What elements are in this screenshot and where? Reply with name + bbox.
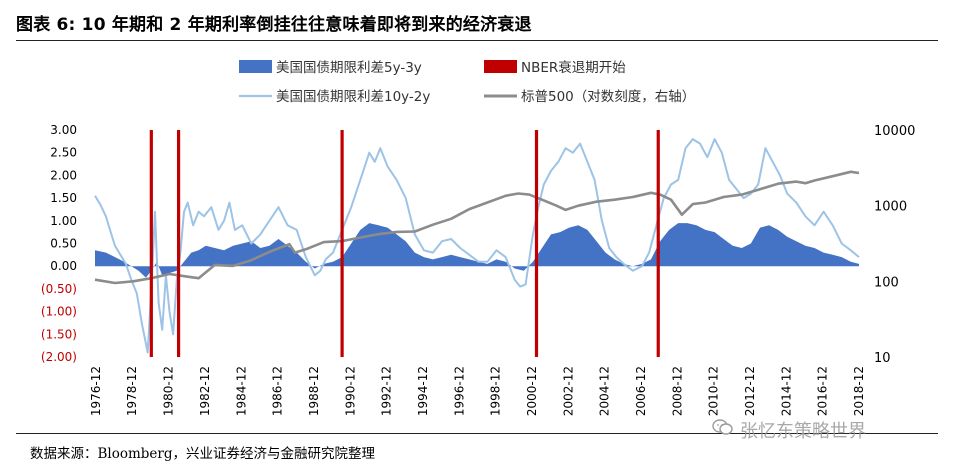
legend-label-sp500: 标普500（对数刻度，右轴） <box>521 89 695 105</box>
plot-area <box>94 130 860 357</box>
recession-bar-1 <box>176 130 181 357</box>
left-axis: 3.00 2.50 2.00 1.50 1.00 0.50 0.00 (0.50) (1.00)… <box>41 123 77 364</box>
x-axis: 1976-12 1978-12 1980-12 1982-12 1984-12 1986-… <box>89 366 866 416</box>
series-area-5y3y <box>95 223 859 278</box>
x-tick-label: 1994-12 <box>416 366 430 416</box>
x-tick-label: 2008-12 <box>670 366 684 416</box>
x-tick-label: 1998-12 <box>489 366 503 416</box>
x-tick-label: 2014-12 <box>779 366 793 416</box>
x-tick-label: 1990-12 <box>343 366 357 416</box>
left-tick-label: 2.00 <box>50 168 77 182</box>
x-tick-label: 2004-12 <box>598 366 612 416</box>
x-tick-label: 1986-12 <box>271 366 285 416</box>
x-tick-label: 2016-12 <box>816 366 830 416</box>
x-tick-label: 2010-12 <box>707 366 721 416</box>
legend-label-recession: NBER衰退期开始 <box>521 59 626 76</box>
left-tick-label: 3.00 <box>50 123 77 137</box>
legend-label-spread10y2y: 美国国债期限利差10y-2y <box>276 89 430 105</box>
source-divider <box>16 433 938 434</box>
recession-bar-3 <box>534 130 539 357</box>
x-tick-label: 1976-12 <box>89 366 103 416</box>
left-tick-label: 1.50 <box>50 191 77 205</box>
left-tick-label: (0.50) <box>41 282 77 296</box>
x-tick-label: 2002-12 <box>561 366 575 416</box>
x-tick-label: 2000-12 <box>525 366 539 416</box>
legend-swatch-spread5y3y <box>239 60 272 73</box>
left-tick-label: (1.50) <box>41 327 77 341</box>
right-tick-label: 10000 <box>874 124 915 139</box>
left-tick-label: (2.00) <box>41 350 77 364</box>
x-tick-label: 1996-12 <box>452 366 466 416</box>
figure-title: 图表 6: 10 年期和 2 年期利率倒挂往往意味着即将到来的经济衰退 <box>16 15 532 35</box>
recession-bar-2 <box>340 130 344 357</box>
left-tick-label: 0.00 <box>50 259 77 273</box>
x-tick-label: 2012-12 <box>743 366 757 416</box>
legend-swatch-recession <box>484 60 517 73</box>
series-line-sp500 <box>94 170 860 285</box>
series-line-10y2y <box>94 138 860 354</box>
left-tick-label: 1.00 <box>50 214 77 228</box>
x-tick-label: 2006-12 <box>634 366 648 416</box>
x-tick-label: 1982-12 <box>198 366 212 416</box>
right-tick-label: 100 <box>874 275 899 290</box>
right-axis: 10000 1000 100 10 <box>874 124 915 366</box>
left-tick-label: 2.50 <box>50 146 77 160</box>
watermark: 张忆东策略世界 <box>740 421 866 442</box>
right-tick-label: 10 <box>874 351 891 366</box>
left-tick-label: (1.00) <box>41 305 77 319</box>
recession-bar-0 <box>149 130 153 357</box>
wechat-icon <box>712 419 733 435</box>
legend-label-spread5y3y: 美国国债期限利差5y-3y <box>276 60 422 76</box>
x-tick-label: 1992-12 <box>380 366 394 416</box>
x-tick-label: 1980-12 <box>162 366 176 416</box>
x-tick-label: 1988-12 <box>307 366 321 416</box>
title-divider <box>16 40 938 41</box>
recession-bar-4 <box>656 130 660 357</box>
x-tick-label: 2018-12 <box>852 366 866 416</box>
x-tick-label: 1984-12 <box>234 366 248 416</box>
right-tick-label: 1000 <box>874 200 907 215</box>
x-tick-label: 1978-12 <box>125 366 139 416</box>
left-tick-label: 0.50 <box>50 237 77 251</box>
source-note: 数据来源：Bloomberg，兴业证券经济与金融研究院整理 <box>30 446 376 462</box>
